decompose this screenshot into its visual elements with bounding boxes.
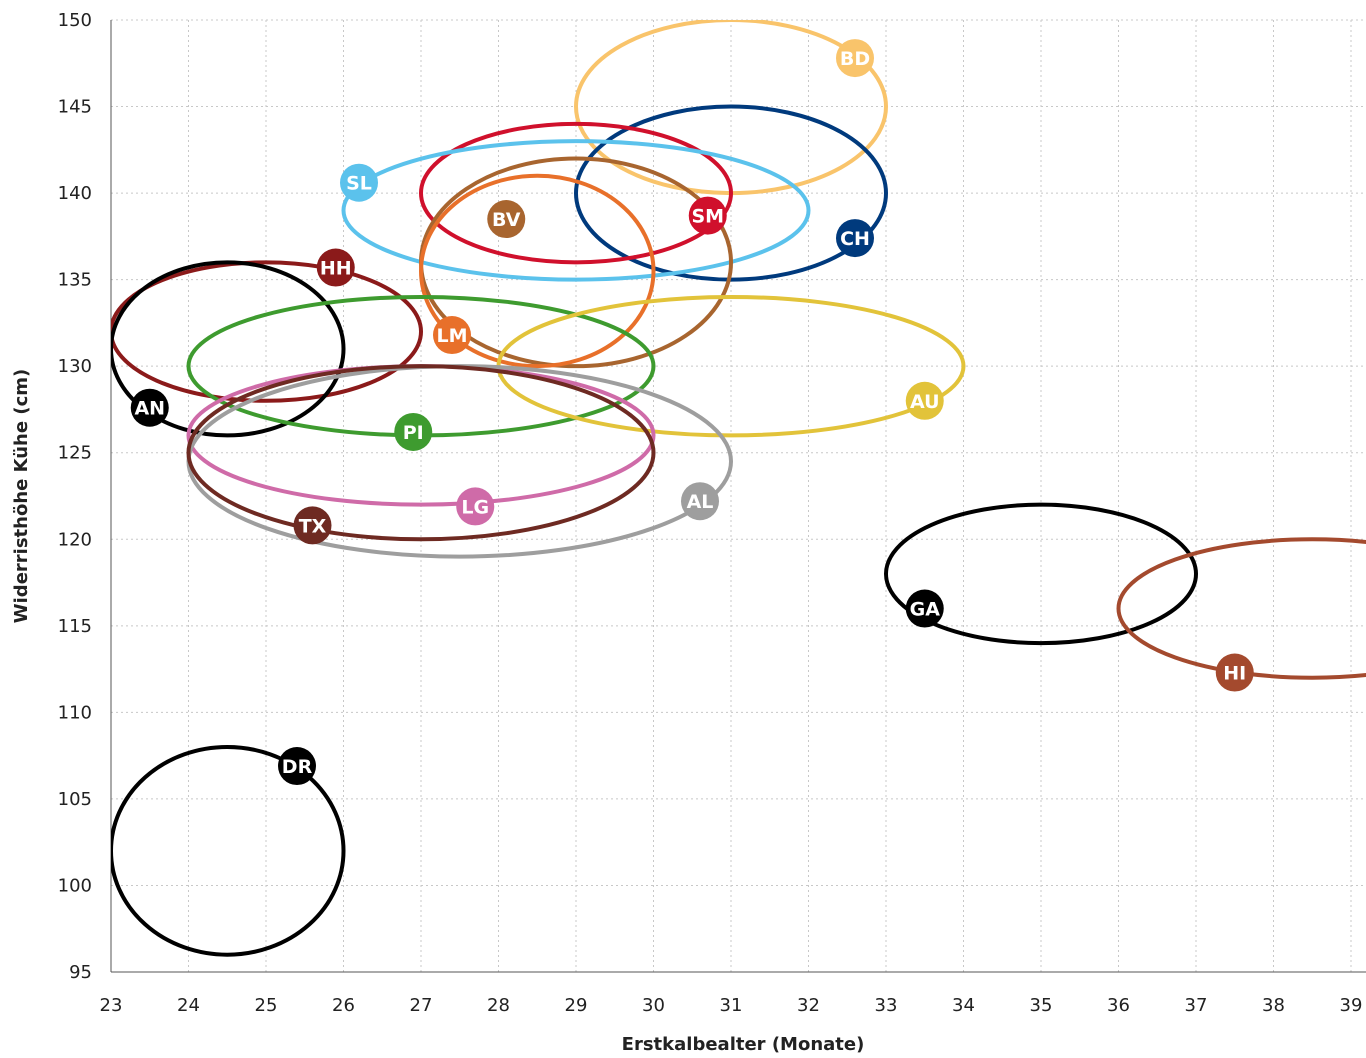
axes: 23 24 25 26 27 28 29 30 31 32 33 34 35 36 37 38 39 95 100 1… [58, 10, 1366, 1016]
badge-lm [433, 316, 471, 355]
y-tick-label: 140 [58, 183, 92, 204]
badge-hi [1215, 653, 1254, 692]
x-axis-title: Erstkalbealter (Monate) [622, 1034, 865, 1055]
badge-label-au: AU [910, 391, 940, 413]
x-tick-label: 25 [255, 995, 278, 1016]
ellipse-sm [419, 121, 733, 265]
y-tick-label: 135 [58, 270, 92, 291]
x-tick-label: 38 [1262, 995, 1285, 1016]
badge-label-tx: TX [299, 515, 327, 537]
badge-au [905, 381, 944, 420]
ellipse-dr [111, 745, 346, 957]
badge-bv [487, 200, 526, 239]
badge-dr [278, 747, 316, 786]
x-tick-label: 36 [1107, 995, 1130, 1016]
badge-lg [456, 487, 495, 526]
badge-label-al: AL [687, 491, 714, 513]
badge-label-bv: BV [492, 209, 521, 231]
badge-label-an: AN [134, 398, 165, 420]
ellipse-an [111, 260, 346, 438]
badges: BD CH SM SL BV LM HH AN PI AU LG AL TX GA HI DR [130, 39, 1254, 786]
x-tick-label: 26 [332, 995, 355, 1016]
ellipses [111, 20, 1366, 957]
ellipse-al [186, 364, 733, 559]
badge-label-lm: LM [436, 325, 467, 347]
ellipse-ch [574, 104, 888, 282]
y-tick-label: 95 [69, 962, 92, 983]
y-tick-label: 145 [58, 97, 92, 118]
badge-label-bd: BD [840, 48, 870, 70]
y-tick-label: 125 [58, 443, 92, 464]
x-tick-label: 39 [1340, 995, 1363, 1016]
badge-al [681, 482, 719, 521]
badge-label-pi: PI [403, 422, 424, 444]
ellipse-lm [419, 173, 656, 369]
badge-label-sl: SL [346, 173, 372, 195]
badge-hh [316, 248, 355, 287]
ellipse-ga [884, 502, 1198, 646]
badge-label-dr: DR [282, 756, 313, 778]
y-axis-title: Widerristhöhe Kühe (cm) [11, 369, 32, 623]
x-tick-label: 29 [565, 995, 588, 1016]
badge-sl [340, 163, 378, 202]
x-tick-label: 30 [642, 995, 665, 1016]
badge-ga [905, 589, 944, 628]
ellipse-hh [111, 260, 423, 403]
ellipse-sl [341, 139, 811, 282]
x-tick-label: 34 [952, 995, 975, 1016]
badge-label-ch: CH [840, 228, 870, 250]
badge-bd [836, 39, 874, 78]
badge-tx [293, 506, 332, 545]
y-tick-label: 110 [58, 702, 92, 723]
x-tick-label: 32 [797, 995, 820, 1016]
badge-label-ga: GA [910, 599, 941, 621]
x-tick-label: 23 [100, 995, 123, 1016]
y-tick-label: 105 [58, 789, 92, 810]
x-tick-label: 37 [1185, 995, 1208, 1016]
y-tick-label: 150 [58, 10, 92, 31]
badge-an [130, 388, 169, 427]
ellipse-tx [186, 364, 656, 542]
ellipse-hi [1116, 537, 1366, 680]
y-tick-label: 130 [58, 356, 92, 377]
grid [111, 19, 1366, 972]
x-tick-label: 31 [720, 995, 743, 1016]
badge-label-sm: SM [691, 206, 724, 228]
x-tick-label: 27 [410, 995, 433, 1016]
x-tick-label: 24 [177, 995, 200, 1016]
badge-label-hh: HH [320, 258, 352, 280]
badge-label-hi: HI [1223, 663, 1246, 685]
badge-pi [394, 412, 433, 451]
y-tick-label: 115 [58, 616, 92, 637]
badge-label-lg: LG [461, 496, 489, 518]
y-tick-label: 120 [58, 529, 92, 550]
badge-sm [688, 196, 727, 235]
x-tick-label: 28 [487, 995, 510, 1016]
x-tick-label: 33 [875, 995, 898, 1016]
y-tick-label: 100 [58, 875, 92, 896]
badge-ch [836, 219, 874, 258]
x-tick-label: 35 [1030, 995, 1053, 1016]
